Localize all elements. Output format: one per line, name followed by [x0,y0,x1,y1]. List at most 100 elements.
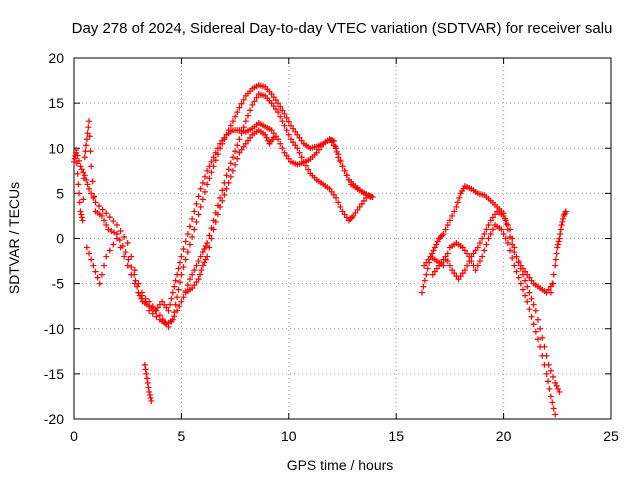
data-point [268,127,275,134]
data-point [300,158,307,165]
data-point [143,370,150,377]
data-point [221,136,228,143]
data-point [352,209,359,216]
data-point [277,113,284,120]
data-point [128,264,135,271]
data-point [547,393,554,400]
data-point [418,289,425,296]
data-point [94,274,101,281]
data-point [468,253,475,260]
data-point [96,280,103,287]
data-point [423,259,430,266]
data-point [154,304,161,311]
data-point [275,100,282,107]
data-point [86,118,93,125]
data-point [201,246,208,253]
data-point [500,212,507,219]
data-point [180,264,187,271]
data-point [189,233,196,240]
data-point [530,321,537,328]
data-point [552,379,559,386]
data-point [117,227,124,234]
data-point [197,253,204,260]
data-point [522,268,529,275]
data-point [223,131,230,138]
data-point [534,336,541,343]
data-point [433,241,440,248]
data-point [78,166,85,173]
data-point [543,352,550,359]
data-point [442,226,449,233]
data-point [189,285,196,292]
data-point [163,304,170,311]
data-point [270,94,277,101]
data-point [180,294,187,301]
data-point [283,114,290,121]
data-point [287,122,294,129]
data-point [122,249,129,256]
data-point [80,169,87,176]
data-point [454,199,461,206]
data-point [193,262,200,269]
data-point [195,276,202,283]
data-point [162,320,169,327]
data-point [84,181,91,188]
data-point [244,112,251,119]
data-point [199,179,206,186]
data-point [217,145,224,152]
data-point [472,267,479,274]
data-point [236,149,243,156]
data-point [545,361,552,368]
data-point [134,283,141,290]
data-point [142,295,149,302]
data-point [83,176,90,183]
data-point [526,274,533,281]
data-point [354,206,361,213]
data-point [333,148,340,155]
data-point [332,143,339,150]
data-point [429,271,436,278]
data-point [498,226,505,233]
data-point [431,244,438,251]
data-point [339,208,346,215]
data-point [423,271,430,278]
data-point [124,262,131,269]
data-point [77,208,84,215]
data-point [504,221,511,228]
data-point [184,282,191,289]
data-point [199,262,206,269]
data-point [296,149,303,156]
data-point [195,211,202,218]
data-point [479,235,486,242]
data-point [234,142,241,149]
data-point [217,203,224,210]
data-point [554,244,561,251]
x-tick-label: 10 [281,428,297,444]
data-point [522,277,529,284]
data-point [335,199,342,206]
data-point [500,230,507,237]
data-point [485,221,492,228]
data-point [210,226,217,233]
data-point [537,325,544,332]
data-point [90,262,97,269]
data-point [464,250,471,257]
data-point [212,218,219,225]
data-point [206,175,213,182]
data-point [176,279,183,286]
data-point [552,256,559,263]
data-point [197,185,204,192]
data-point [262,131,269,138]
data-point [285,118,292,125]
data-point [339,163,346,170]
data-point [76,157,83,164]
data-point [476,258,483,265]
data-point [103,210,110,217]
data-point [557,230,564,237]
data-point [547,289,554,296]
data-point [507,247,514,254]
data-point [234,155,241,162]
data-point [549,399,556,406]
data-point [425,256,432,263]
